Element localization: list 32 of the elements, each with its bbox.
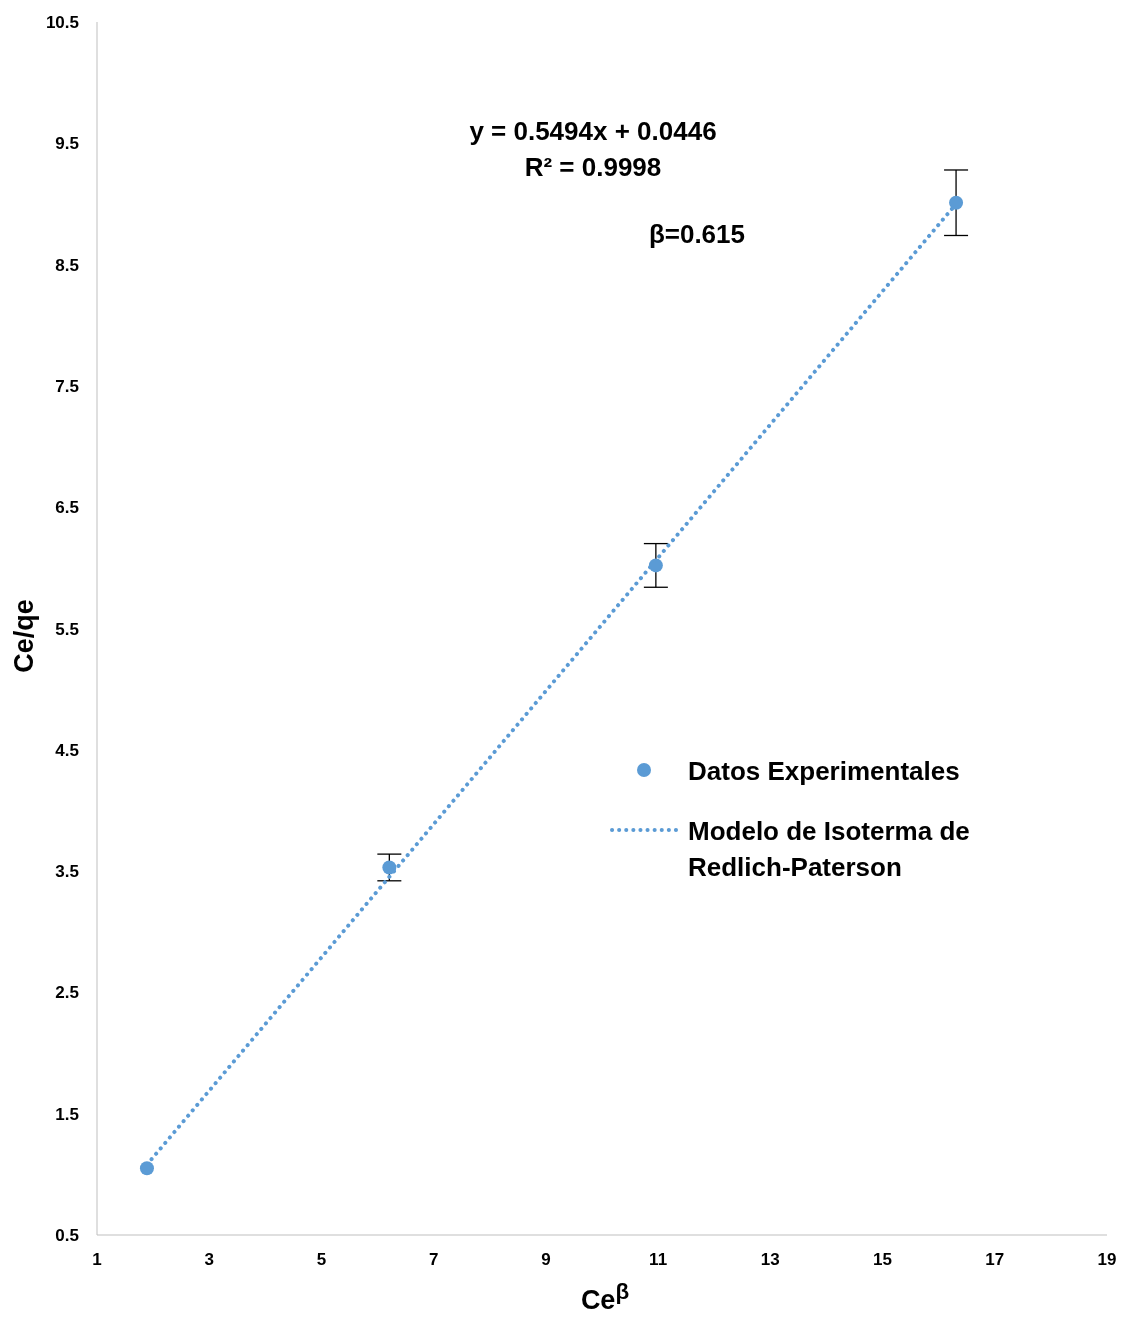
annotation: β=0.615 — [648, 219, 745, 250]
y-tick-label: 3.5 — [55, 862, 79, 882]
annotation: R² = 0.9998 — [524, 152, 662, 183]
x-axis-title: Ce$^{β}$ — [579, 1278, 631, 1317]
point — [139, 1161, 154, 1176]
point — [648, 558, 663, 573]
y-tick-label: 4.5 — [55, 740, 79, 760]
y-tick-label: 5.5 — [55, 619, 79, 639]
y-tick-label: 7.5 — [55, 376, 79, 396]
y-axis-title: Ce/qe — [8, 599, 40, 673]
y-tick-label: 10.5 — [45, 13, 79, 33]
x-tick-label: 13 — [760, 1250, 780, 1270]
x-tick-label: 17 — [985, 1250, 1005, 1270]
x-tick-label: 9 — [541, 1250, 551, 1270]
y-tick-label: 6.5 — [55, 498, 79, 518]
legend-label: Modelo de Isoterma de Redlich-Paterson — [688, 815, 971, 884]
y-tick-label: 2.5 — [55, 983, 79, 1003]
point — [949, 195, 964, 210]
y-tick-label: 8.5 — [55, 255, 79, 275]
x-tick-label: 3 — [204, 1250, 214, 1270]
x-tick-label: 7 — [428, 1250, 439, 1270]
x-tick-label: 11 — [649, 1250, 668, 1270]
y-tick-label: 1.5 — [55, 1104, 79, 1124]
x-tick-label: 19 — [1097, 1250, 1117, 1270]
point — [382, 860, 397, 875]
x-tick-label: 15 — [873, 1250, 893, 1270]
legend-label: Datos Experimentales — [688, 755, 960, 788]
y-tick-label: 0.5 — [55, 1226, 79, 1246]
y-tick-label: 9.5 — [55, 134, 79, 154]
x-tick-label: 1 — [92, 1250, 102, 1270]
x-tick-label: 5 — [316, 1250, 327, 1270]
annotation: y = 0.5494x + 0.0446 — [469, 116, 717, 147]
